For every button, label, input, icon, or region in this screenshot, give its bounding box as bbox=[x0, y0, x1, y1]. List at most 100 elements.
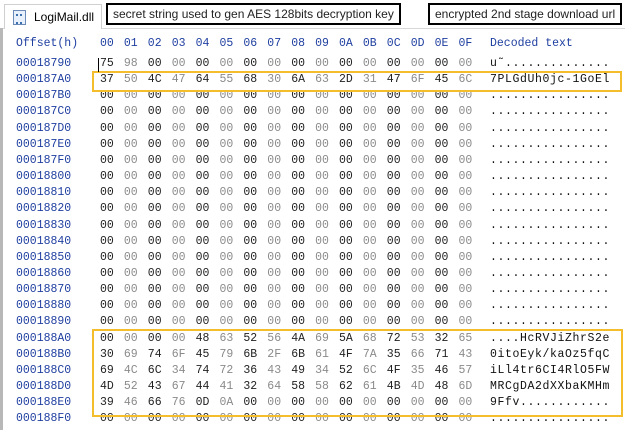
hex-byte[interactable]: 00 bbox=[243, 186, 258, 200]
hex-byte[interactable]: 00 bbox=[410, 89, 425, 103]
hex-byte[interactable]: 47 bbox=[171, 73, 186, 87]
hex-byte[interactable]: 32 bbox=[434, 331, 449, 345]
hex-byte[interactable]: 35 bbox=[410, 363, 425, 377]
decoded-text[interactable]: ................ bbox=[490, 283, 611, 297]
hex-byte[interactable]: 00 bbox=[315, 57, 329, 70]
hex-byte[interactable]: 00 bbox=[267, 170, 282, 184]
hex-byte[interactable]: 79 bbox=[219, 347, 234, 361]
decoded-text[interactable]: ................ bbox=[490, 266, 611, 280]
hex-byte[interactable]: 00 bbox=[171, 57, 186, 70]
hex-byte[interactable]: 6B bbox=[291, 347, 305, 361]
hex-byte[interactable]: 00 bbox=[219, 250, 234, 264]
hex-byte[interactable]: 00 bbox=[291, 266, 305, 280]
hex-byte[interactable]: 00 bbox=[315, 299, 329, 313]
hex-byte[interactable]: 43 bbox=[458, 347, 473, 361]
hex-byte[interactable]: 00 bbox=[171, 234, 186, 248]
hex-byte[interactable]: 00 bbox=[147, 250, 162, 264]
hex-byte[interactable]: 00 bbox=[315, 105, 329, 119]
hex-byte[interactable]: 71 bbox=[434, 347, 449, 361]
hex-byte[interactable]: 30 bbox=[267, 73, 282, 87]
hex-byte[interactable]: 00 bbox=[386, 57, 401, 70]
hex-byte[interactable]: 00 bbox=[267, 218, 282, 232]
hex-byte[interactable]: 00 bbox=[386, 299, 401, 313]
hex-byte[interactable]: 00 bbox=[195, 170, 210, 184]
hex-byte[interactable]: 00 bbox=[434, 283, 449, 297]
hex-byte[interactable]: 00 bbox=[147, 186, 162, 200]
hex-byte[interactable]: 4B bbox=[386, 380, 401, 393]
hex-byte[interactable]: 00 bbox=[434, 89, 449, 103]
hex-byte[interactable]: 00 bbox=[458, 266, 473, 280]
hex-byte[interactable]: 00 bbox=[195, 186, 210, 200]
hex-byte[interactable]: 00 bbox=[434, 218, 449, 232]
hex-byte[interactable]: 00 bbox=[386, 396, 401, 410]
hex-byte[interactable]: 4F bbox=[339, 347, 353, 361]
hex-byte[interactable]: 00 bbox=[315, 234, 329, 248]
hex-byte[interactable]: 56 bbox=[267, 331, 282, 345]
hex-byte[interactable]: 00 bbox=[123, 299, 138, 313]
hex-byte[interactable]: 00 bbox=[123, 137, 138, 151]
hex-byte[interactable]: 68 bbox=[243, 73, 258, 87]
hex-byte[interactable]: 00 bbox=[458, 57, 473, 70]
hex-byte[interactable]: 00 bbox=[100, 170, 114, 184]
hex-byte[interactable]: 46 bbox=[123, 396, 138, 410]
hex-byte[interactable]: 00 bbox=[339, 396, 353, 410]
hex-byte[interactable]: 69 bbox=[123, 347, 138, 361]
hex-byte[interactable]: 6A bbox=[291, 73, 305, 87]
hex-byte[interactable]: 00 bbox=[315, 186, 329, 200]
hex-byte[interactable]: 00 bbox=[291, 396, 305, 410]
hex-byte[interactable]: 43 bbox=[147, 380, 162, 393]
hex-byte[interactable]: 00 bbox=[339, 186, 353, 200]
hex-byte[interactable]: 72 bbox=[386, 331, 401, 345]
hex-byte[interactable]: 6C bbox=[147, 363, 162, 377]
hex-byte[interactable]: 00 bbox=[410, 137, 425, 151]
hex-byte[interactable]: 00 bbox=[195, 315, 210, 329]
decoded-text[interactable]: 9Ffv............ bbox=[490, 396, 611, 410]
hex-byte[interactable]: 00 bbox=[147, 218, 162, 232]
hex-byte[interactable]: 00 bbox=[100, 234, 114, 248]
hex-byte[interactable]: 00 bbox=[100, 202, 114, 216]
hex-byte[interactable]: 00 bbox=[100, 299, 114, 313]
hex-byte[interactable]: 00 bbox=[123, 331, 138, 345]
hex-byte[interactable]: 00 bbox=[386, 250, 401, 264]
hex-byte[interactable]: 00 bbox=[100, 250, 114, 264]
hex-byte[interactable]: 00 bbox=[315, 250, 329, 264]
hex-byte[interactable]: 00 bbox=[458, 283, 473, 297]
hex-byte[interactable]: 61 bbox=[315, 347, 329, 361]
hex-byte[interactable]: 44 bbox=[195, 380, 210, 393]
hex-byte[interactable]: 00 bbox=[123, 105, 138, 119]
hex-byte[interactable]: 00 bbox=[100, 266, 114, 280]
hex-byte[interactable]: 6F bbox=[171, 347, 186, 361]
hex-byte[interactable]: 00 bbox=[147, 283, 162, 297]
hex-byte[interactable]: 00 bbox=[171, 315, 186, 329]
hex-byte[interactable]: 74 bbox=[147, 347, 162, 361]
hex-byte[interactable]: 00 bbox=[147, 266, 162, 280]
hex-byte[interactable]: 34 bbox=[315, 363, 329, 377]
hex-byte[interactable]: 00 bbox=[243, 202, 258, 216]
hex-byte[interactable]: 58 bbox=[315, 380, 329, 393]
hex-byte[interactable]: 64 bbox=[195, 73, 210, 87]
decoded-text[interactable]: MRCgDA2dXXbaKMHm bbox=[490, 380, 611, 393]
hex-byte[interactable]: 4A bbox=[291, 331, 305, 345]
tab-logimail-dll[interactable]: LogiMail.dll bbox=[4, 4, 102, 29]
hex-byte[interactable]: 00 bbox=[458, 396, 473, 410]
hex-byte[interactable]: 00 bbox=[171, 202, 186, 216]
hex-byte[interactable]: 00 bbox=[458, 121, 473, 135]
hex-byte[interactable]: 00 bbox=[243, 218, 258, 232]
hex-byte[interactable]: 57 bbox=[458, 363, 473, 377]
hex-byte[interactable]: 00 bbox=[362, 266, 377, 280]
hex-byte[interactable]: 00 bbox=[219, 218, 234, 232]
hex-byte[interactable]: 00 bbox=[123, 315, 138, 329]
hex-byte[interactable]: 67 bbox=[171, 380, 186, 393]
hex-byte[interactable]: 00 bbox=[315, 396, 329, 410]
hex-byte[interactable]: 36 bbox=[243, 363, 258, 377]
hex-byte[interactable]: 00 bbox=[386, 186, 401, 200]
hex-byte[interactable]: 37 bbox=[100, 73, 114, 87]
hex-byte[interactable]: 00 bbox=[339, 153, 353, 167]
hex-byte[interactable]: 00 bbox=[410, 299, 425, 313]
hex-byte[interactable]: 4C bbox=[147, 73, 162, 87]
hex-byte[interactable]: 6B bbox=[243, 347, 258, 361]
hex-byte[interactable]: 00 bbox=[195, 202, 210, 216]
hex-byte[interactable]: 00 bbox=[123, 202, 138, 216]
hex-byte[interactable]: 00 bbox=[291, 202, 305, 216]
hex-byte[interactable]: 00 bbox=[410, 170, 425, 184]
